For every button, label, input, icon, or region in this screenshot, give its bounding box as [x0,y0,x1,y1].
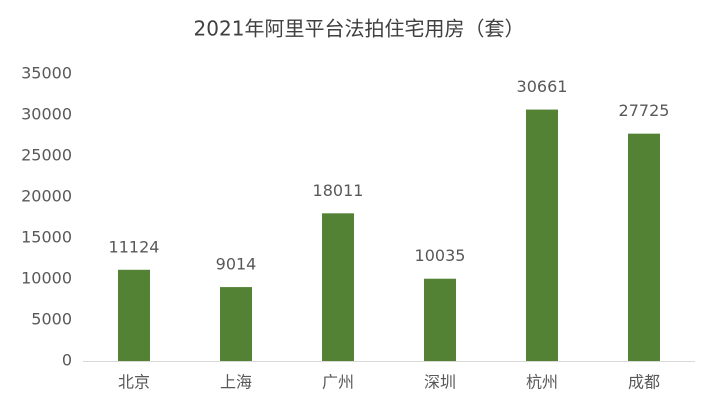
data-label: 30661 [517,77,568,96]
y-tick-label: 35000 [21,64,72,83]
bar [118,269,150,361]
data-label: 27725 [619,101,670,120]
y-tick-label: 15000 [21,228,72,247]
chart-title: 2021年阿里平台法拍住宅用房（套） [194,17,525,41]
x-tick-label: 上海 [220,373,252,392]
y-tick-label: 30000 [21,105,72,124]
y-tick-label: 25000 [21,146,72,165]
x-tick-label: 广州 [322,373,354,392]
bar [526,109,558,361]
y-tick-label: 20000 [21,187,72,206]
y-tick-label: 0 [62,351,72,370]
bar [220,287,252,361]
y-tick-label: 5000 [31,310,72,329]
bar [322,213,354,361]
data-label: 10035 [415,246,466,265]
data-label: 9014 [216,255,257,274]
x-tick-label: 成都 [628,373,660,392]
x-tick-label: 北京 [118,373,150,392]
x-tick-label: 深圳 [424,373,456,392]
x-tick-label: 杭州 [526,373,558,392]
bar [628,133,660,361]
bar [424,278,456,361]
data-label: 18011 [313,181,364,200]
data-label: 11124 [109,237,160,256]
y-tick-label: 10000 [21,269,72,288]
